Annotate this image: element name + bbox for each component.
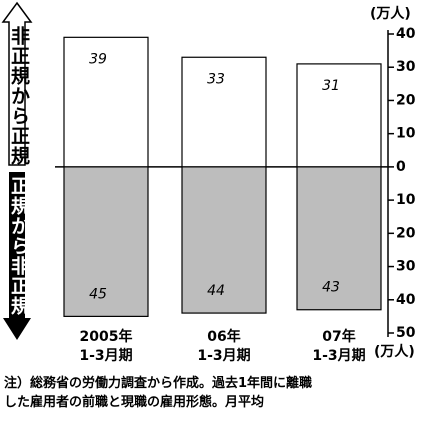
x-tick-label: 2005年 1-3月期 xyxy=(79,329,133,364)
y-tick-label: 40 xyxy=(396,292,416,308)
y-tick-label: 20 xyxy=(396,92,416,108)
unit-label: (万人) xyxy=(370,5,411,22)
series-label: 非正規から正規 xyxy=(8,26,30,166)
down-arrow xyxy=(3,172,31,340)
note: 注）総務省の労働力調査から作成。過去1年間に離職 した雇用者の前職と現職の雇用形… xyxy=(4,376,313,410)
up-arrow xyxy=(1,1,33,166)
y-tick-label: 10 xyxy=(396,126,416,142)
y-tick-label: 10 xyxy=(396,192,416,208)
value-label: 33 xyxy=(207,71,225,87)
bar xyxy=(63,166,149,317)
y-tick-label: 0 xyxy=(396,159,406,175)
y-tick-label: 20 xyxy=(396,225,416,241)
unit-label: (万人) xyxy=(374,343,415,360)
y-tick-label: 30 xyxy=(396,59,416,75)
x-tick-label: 07年 1-3月期 xyxy=(312,329,366,364)
value-label: 45 xyxy=(89,286,107,302)
value-label: 39 xyxy=(89,51,107,67)
y-tick-label: 50 xyxy=(396,325,416,341)
bar xyxy=(63,36,149,168)
y-tick-label: 30 xyxy=(396,259,416,275)
bar xyxy=(181,166,267,314)
value-label: 43 xyxy=(322,280,340,296)
y-tick-label: 40 xyxy=(396,26,416,42)
bar xyxy=(296,63,382,168)
bar xyxy=(296,166,382,311)
series-label: 正規から非正規 xyxy=(8,176,30,316)
x-tick-label: 06年 1-3月期 xyxy=(197,329,251,364)
bar xyxy=(181,56,267,168)
value-label: 44 xyxy=(207,283,225,299)
value-label: 31 xyxy=(322,78,340,94)
